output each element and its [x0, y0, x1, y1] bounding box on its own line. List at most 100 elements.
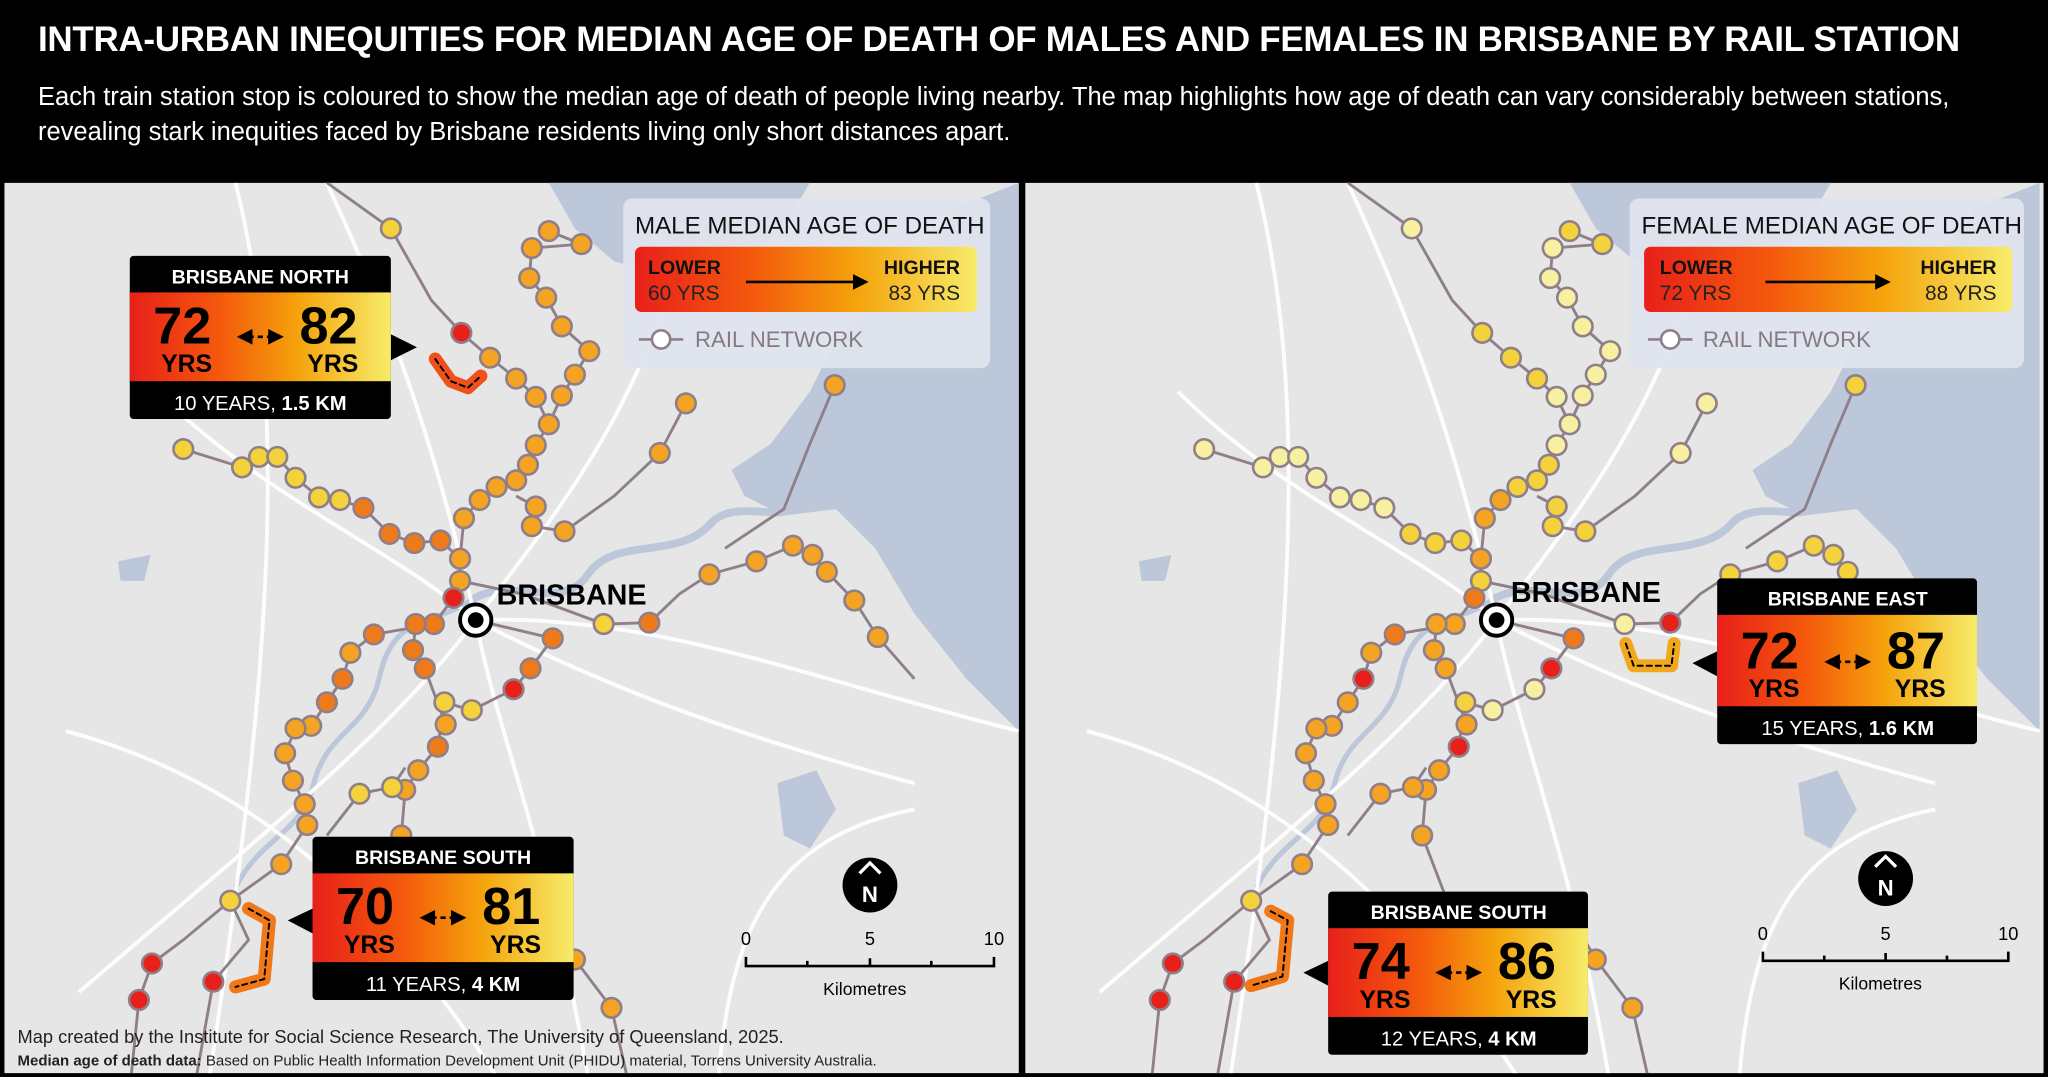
station-dot	[1383, 623, 1406, 646]
station-dot	[1305, 717, 1328, 740]
station-dot	[460, 699, 483, 722]
station-dot	[284, 466, 307, 489]
road	[716, 807, 915, 1074]
station-dot	[1471, 321, 1494, 344]
station-dot	[1400, 217, 1423, 240]
station-dot	[1545, 495, 1568, 518]
higher-label: HIGHER	[884, 257, 960, 279]
station-dot	[452, 507, 476, 530]
lower-value: 60 YRS	[648, 282, 720, 305]
station-dot	[127, 988, 150, 1012]
water-body	[1138, 554, 1172, 581]
water-body	[777, 770, 837, 849]
color-scale	[1644, 246, 2013, 313]
station-dot	[230, 456, 254, 479]
station-dot	[1659, 611, 1682, 634]
source-text: Median age of death data: Based on Publi…	[17, 1052, 876, 1069]
callout-brisbane-south-male: BRISBANE SOUTH 70 YRS 81 YRS 11 YEARS, 4…	[287, 836, 574, 1000]
station-dot	[524, 434, 547, 457]
station-dot	[352, 496, 375, 519]
road	[475, 617, 1019, 733]
high-unit: YRS	[307, 351, 358, 378]
station-dot	[505, 367, 528, 390]
station-dot	[1302, 769, 1325, 792]
pointer	[287, 908, 313, 934]
station-dot	[140, 952, 164, 975]
station-dot	[202, 970, 225, 993]
svg-text:10: 10	[1998, 923, 2018, 944]
high-value: 87	[1887, 622, 1945, 680]
low-unit: YRS	[1360, 987, 1411, 1014]
high-value: 82	[299, 297, 357, 355]
station-dot	[307, 486, 331, 509]
station-dot	[1352, 667, 1375, 690]
high-unit: YRS	[1895, 676, 1946, 703]
pointer	[1303, 960, 1329, 986]
pointer	[390, 334, 417, 361]
callout-summary: 10 YEARS, 1.5 KM	[174, 393, 347, 415]
station-dot	[1599, 340, 1622, 363]
station-dot	[284, 717, 307, 740]
station-dot	[1766, 550, 1789, 573]
station-dot	[1537, 453, 1560, 476]
station-dot	[1425, 612, 1448, 636]
scale-bar: 0 5 10 Kilometres	[1758, 923, 2019, 994]
station-dot	[537, 219, 560, 243]
water-body	[1798, 770, 1857, 849]
station-dot	[1294, 742, 1318, 765]
rail-line	[527, 229, 592, 425]
station-dot	[1328, 486, 1352, 509]
rail-network-label: RAIL NETWORK	[1703, 327, 1871, 352]
water-body	[118, 554, 151, 581]
station-dot	[1148, 988, 1171, 1012]
station-dot	[172, 437, 195, 461]
station-dot	[1360, 641, 1383, 664]
svg-text:10: 10	[984, 928, 1004, 949]
station-dot	[1401, 776, 1425, 799]
station-dot	[315, 691, 338, 714]
station-dot	[433, 691, 456, 714]
svg-text:0: 0	[1758, 923, 1768, 944]
station-dot	[1545, 385, 1568, 408]
station-dot	[339, 641, 362, 664]
station-dot	[1473, 507, 1496, 530]
station-dot	[648, 441, 671, 465]
svg-text:N: N	[862, 882, 878, 907]
station-dot	[550, 384, 573, 407]
road	[77, 618, 478, 994]
low-unit: YRS	[1749, 676, 1800, 703]
station-dot	[296, 813, 319, 837]
station-dot	[1240, 889, 1263, 912]
station-dot	[520, 515, 543, 538]
station-dot	[407, 759, 430, 782]
station-dot	[293, 793, 316, 816]
station-dot	[1223, 970, 1246, 993]
station-dot	[1447, 735, 1470, 758]
station-dot	[1541, 236, 1564, 260]
station-dot	[404, 612, 427, 636]
rail-network-label: RAIL NETWORK	[695, 327, 863, 352]
station-dot	[1317, 813, 1340, 837]
station-dot	[1469, 547, 1493, 570]
station-dot	[281, 769, 305, 792]
station-dot	[362, 623, 385, 646]
low-value: 70	[336, 878, 394, 936]
low-value: 72	[1741, 622, 1799, 680]
north-arrow-icon: N	[1858, 851, 1914, 906]
rail-line	[1216, 900, 1272, 1074]
station-dot	[468, 488, 491, 512]
station-dot	[537, 413, 560, 436]
station-dot	[1373, 496, 1396, 519]
lower-label: LOWER	[648, 257, 721, 279]
station-dot	[442, 586, 465, 609]
station-dot	[1540, 657, 1563, 680]
pointer	[1692, 651, 1718, 677]
station-dot	[843, 589, 866, 612]
station-dot	[1555, 286, 1579, 309]
station-dot	[1454, 691, 1477, 714]
station-dot	[1314, 793, 1337, 816]
svg-text:Kilometres: Kilometres	[1839, 974, 1922, 994]
north-arrow-icon: N	[842, 857, 898, 913]
station-dot	[403, 531, 426, 555]
